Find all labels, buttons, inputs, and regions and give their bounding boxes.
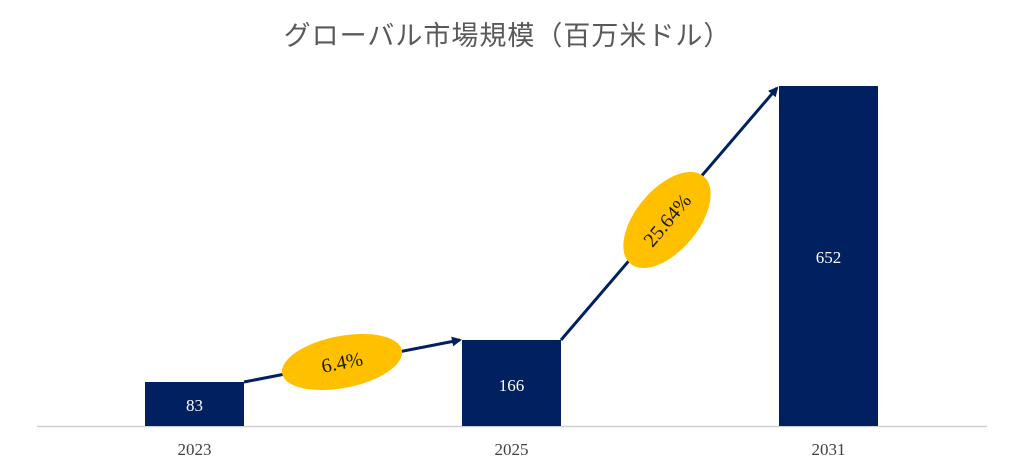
bar-value-2025: 166	[499, 376, 525, 395]
x-tick-2031: 2031	[812, 440, 846, 459]
x-tick-2023: 2023	[178, 440, 212, 459]
bar-2025	[462, 340, 561, 426]
bar-2023	[145, 382, 244, 426]
bar-2031	[779, 86, 878, 426]
cagr-badge-2025-2031: 25.64%	[623, 172, 711, 268]
bar-value-2023: 83	[186, 396, 203, 415]
x-tick-2025: 2025	[495, 440, 529, 459]
chart-title: グローバル市場規模（百万米ドル）	[283, 21, 732, 52]
bar-value-2031: 652	[816, 248, 842, 267]
cagr-badge-2023-2025: 6.4%	[281, 333, 403, 391]
